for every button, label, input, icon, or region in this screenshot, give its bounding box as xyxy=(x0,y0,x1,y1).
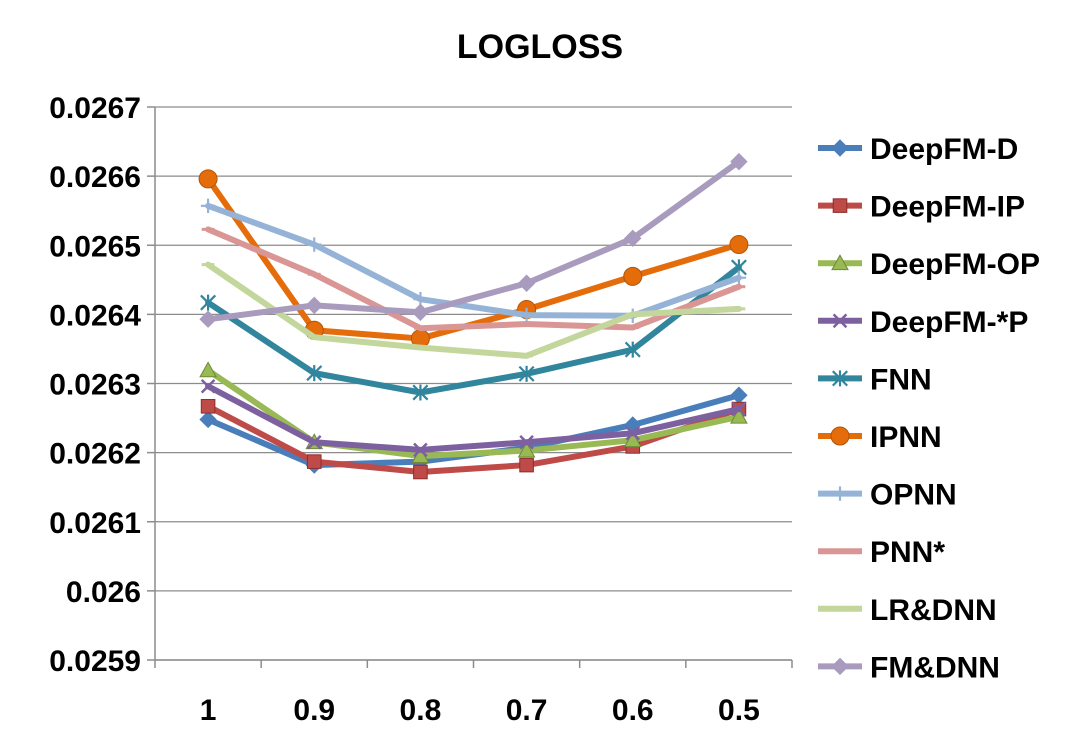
x-tick-label: 0.9 xyxy=(293,694,335,727)
data-point xyxy=(730,152,748,171)
data-point xyxy=(199,361,217,378)
data-point xyxy=(306,454,322,469)
legend-item: FNN xyxy=(818,363,932,396)
chart-title: LOGLOSS xyxy=(457,28,623,66)
data-point xyxy=(730,407,748,424)
legend-label: IPNN xyxy=(870,421,942,454)
series-line xyxy=(205,264,742,396)
series-line xyxy=(205,261,742,359)
legend: DeepFM-D DeepFM-IP DeepFM-OP DeepFM-*P FNN IP… xyxy=(818,133,1040,684)
x-tick-label: 0.8 xyxy=(400,694,442,727)
legend-item: IPNN xyxy=(818,421,942,454)
series-layer xyxy=(198,152,749,480)
data-point xyxy=(518,365,535,382)
legend-label: DeepFM-OP xyxy=(870,248,1040,281)
y-tick-label: 0.0265 xyxy=(49,230,141,263)
y-tick-label: 0.0259 xyxy=(49,645,141,678)
legend-item: DeepFM-D xyxy=(818,133,1018,166)
y-tick-label: 0.0266 xyxy=(49,161,141,194)
data-point xyxy=(199,310,217,328)
data-point xyxy=(730,386,748,404)
data-point xyxy=(306,434,322,450)
legend-item: OPNN xyxy=(818,479,957,512)
data-point xyxy=(200,294,217,311)
legend-label: OPNN xyxy=(870,479,957,512)
series-DeepFM-*P xyxy=(200,378,747,458)
data-point xyxy=(517,274,536,292)
legend-marker xyxy=(831,657,849,676)
x-tick-label: 0.6 xyxy=(612,694,654,727)
data-point xyxy=(307,237,322,252)
data-point xyxy=(519,457,534,473)
legend-label: LR&DNN xyxy=(870,594,997,627)
y-tick-label: 0.0262 xyxy=(49,438,141,471)
legend-label: DeepFM-IP xyxy=(870,191,1025,224)
legend-marker xyxy=(832,198,848,213)
legend-label: FM&DNN xyxy=(870,651,1000,684)
x-tick-label: 1 xyxy=(200,694,217,727)
series-line xyxy=(205,383,742,453)
data-point xyxy=(731,401,747,417)
data-point xyxy=(305,296,323,315)
series-line xyxy=(205,403,742,475)
legend-item: DeepFM-OP xyxy=(818,248,1040,281)
data-point xyxy=(200,198,216,214)
legend-marker xyxy=(831,139,849,157)
series-line xyxy=(205,202,742,319)
axis-layer: 0.0259 0.026 0.0261 0.0262 0.0263 0.0264 0.026… xyxy=(49,92,793,727)
legend-marker xyxy=(832,313,848,329)
x-tick-label: 0.7 xyxy=(506,694,548,727)
data-point xyxy=(625,425,641,441)
data-point xyxy=(411,303,430,322)
legend-item: DeepFM-*P xyxy=(818,306,1028,339)
data-point xyxy=(199,410,217,429)
data-point xyxy=(623,431,642,448)
series-LR&DNN xyxy=(201,261,746,359)
series-DeepFM-IP xyxy=(200,399,747,480)
legend-item: PNN* xyxy=(818,536,945,569)
x-tick-label: 0.5 xyxy=(718,694,760,727)
data-point xyxy=(729,235,749,255)
series-line xyxy=(205,226,742,332)
data-point xyxy=(200,378,216,394)
data-point xyxy=(517,441,536,458)
legend-item: LR&DNN xyxy=(818,594,997,627)
series-FNN xyxy=(200,259,747,401)
data-point xyxy=(624,341,641,358)
y-tick-label: 0.0267 xyxy=(49,92,141,125)
legend-label: DeepFM-D xyxy=(870,133,1018,166)
legend-label: PNN* xyxy=(870,536,945,569)
data-point xyxy=(413,442,428,458)
data-point xyxy=(519,434,534,450)
legend-marker xyxy=(830,426,850,446)
legend-item: FM&DNN xyxy=(818,651,1000,684)
series-PNN* xyxy=(201,226,746,332)
data-point xyxy=(200,399,216,414)
legend-label: FNN xyxy=(870,363,932,396)
data-point xyxy=(624,229,642,248)
data-point xyxy=(413,464,428,480)
legend-marker xyxy=(832,370,848,387)
data-point xyxy=(306,365,323,382)
data-point xyxy=(412,384,429,401)
data-point xyxy=(519,307,534,323)
data-point xyxy=(731,270,747,285)
data-point xyxy=(623,266,643,286)
series-FM&DNN xyxy=(199,152,748,328)
series-line xyxy=(205,158,742,323)
y-tick-label: 0.026 xyxy=(66,576,141,609)
legend-label: DeepFM-*P xyxy=(870,306,1028,339)
legend-marker xyxy=(831,254,849,271)
legend-marker xyxy=(832,486,848,501)
y-tick-label: 0.0263 xyxy=(49,369,141,402)
data-point xyxy=(198,169,218,189)
y-tick-label: 0.0261 xyxy=(49,507,141,540)
y-tick-label: 0.0264 xyxy=(49,299,141,332)
legend-item: DeepFM-IP xyxy=(818,191,1025,224)
